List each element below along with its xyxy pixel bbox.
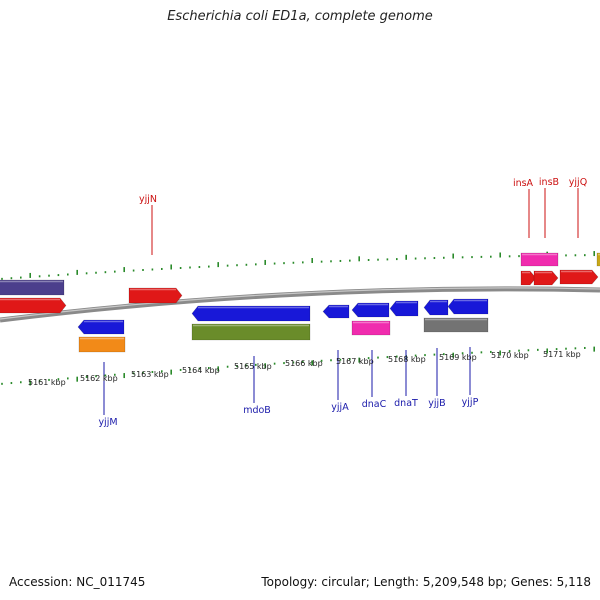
accession-text: Accession: NC_011745 — [9, 575, 146, 589]
feature-yjjN — [128, 287, 183, 304]
feature-yjjM — [77, 319, 125, 335]
scale-label: 5169 kbp — [439, 353, 477, 362]
scale-ticks-bottom — [1, 346, 596, 386]
feature-dnaC — [351, 302, 390, 318]
label-leaders — [103, 188, 579, 415]
scale-label: 5165 kbp — [234, 362, 272, 371]
scale-label: 5166 kbp — [285, 359, 323, 368]
gene-label-bottom[interactable]: yjjA — [331, 402, 349, 413]
genome-backbone-highlight — [0, 287, 600, 320]
feature-mdoB — [191, 305, 311, 322]
gene-label-bottom[interactable]: dnaC — [362, 399, 387, 410]
scale-label: 5171 kbp — [543, 350, 581, 359]
feature-yellow — [596, 252, 600, 267]
feature-olive — [191, 323, 311, 341]
gene-label-top[interactable]: insB — [539, 177, 559, 188]
feature-grey — [423, 317, 489, 333]
feature-yjjA — [322, 304, 350, 319]
gene-features — [0, 252, 600, 353]
map-title: Escherichia coli ED1a, complete genome — [167, 9, 433, 24]
scale-ticks-top — [1, 251, 596, 280]
feature-insB — [533, 270, 559, 286]
scale-labels: 5161 kbp 5162 kbp 5163 kbp 5164 kbp 5165 kbp… — [28, 350, 581, 387]
feature-orange — [78, 336, 126, 353]
scale-label: 5161 kbp — [28, 378, 66, 387]
feature-purple — [0, 279, 65, 296]
scale-label: 5167 kbp — [336, 357, 374, 366]
feature-yjjP — [447, 298, 489, 315]
feature-yjjB — [423, 299, 449, 316]
scale-label: 5170 kbp — [491, 351, 529, 360]
topology-text: Topology: circular; Length: 5,209,548 bp… — [261, 575, 591, 589]
feature-yjjQ — [559, 269, 599, 285]
gene-label-bottom[interactable]: yjjM — [98, 417, 117, 428]
gene-label-bottom[interactable]: mdoB — [243, 405, 271, 416]
scale-label: 5163 kbp — [131, 370, 169, 379]
scale-label: 5164 kbp — [182, 366, 220, 375]
feature-insA — [520, 252, 559, 267]
gene-label-top[interactable]: yjjQ — [569, 177, 587, 188]
feature-pink-1 — [351, 320, 391, 336]
feature-dnaT — [389, 300, 419, 317]
scale-label: 5168 kbp — [388, 355, 426, 364]
scale-label: 5162 kbp — [80, 374, 118, 383]
gene-label-bottom[interactable]: yjjB — [428, 398, 445, 409]
feature-red-1 — [0, 297, 67, 314]
feature-red-a — [520, 270, 537, 286]
gene-label-top[interactable]: insA — [513, 178, 534, 189]
gene-label-top[interactable]: yjjN — [139, 194, 157, 205]
gene-label-bottom[interactable]: yjjP — [462, 397, 479, 408]
gene-labels: yjjN insA insB yjjQ yjjM mdoB yjjA dnaC dnaT yjjB… — [98, 177, 587, 428]
genome-backbone — [0, 286, 600, 323]
gene-label-bottom[interactable]: dnaT — [394, 398, 418, 409]
